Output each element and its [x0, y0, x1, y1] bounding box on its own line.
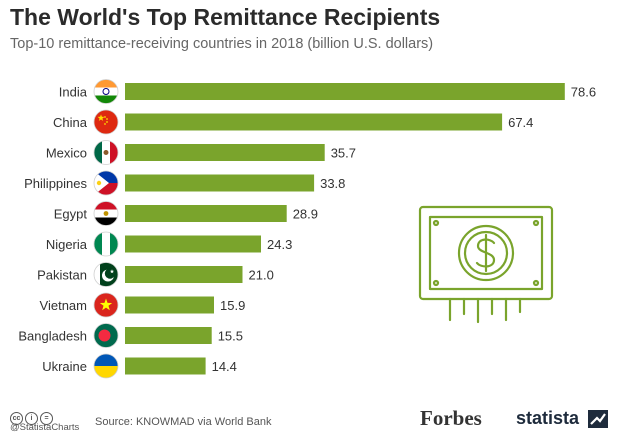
bar-pakistan [125, 266, 243, 283]
bar-egypt [125, 205, 287, 222]
value-label-china: 67.4 [508, 115, 533, 130]
value-label-pakistan: 21.0 [249, 268, 274, 283]
license-badges: cc i = [10, 403, 55, 433]
vietnam-flag [93, 292, 119, 318]
mexico-flag [93, 140, 119, 165]
value-label-bangladesh: 15.5 [218, 329, 243, 344]
cc-icon: cc [10, 411, 23, 425]
category-label-pakistan: Pakistan [37, 268, 87, 283]
value-label-ukraine: 14.4 [212, 359, 237, 374]
dollar-bill-icon [418, 205, 554, 324]
category-label-mexico: Mexico [46, 146, 87, 161]
category-label-india: India [59, 85, 88, 100]
category-label-vietnam: Vietnam [40, 298, 87, 313]
bar-chart: India 78.6 China 67.4 Mexico 35.7 Philippines 3… [18, 79, 596, 379]
value-label-nigeria: 24.3 [267, 237, 292, 252]
bar-mexico [125, 144, 325, 161]
nd-icon: = [40, 411, 53, 425]
bar-bangladesh [125, 327, 212, 344]
category-label-philippines: Philippines [24, 176, 87, 191]
china-flag [93, 109, 119, 135]
value-label-vietnam: 15.9 [220, 298, 245, 313]
bar-china [125, 113, 503, 131]
bar-vietnam [125, 296, 214, 314]
bar-india [125, 83, 565, 100]
philippines-flag [93, 170, 119, 196]
bar-ukraine [125, 357, 206, 375]
egypt-flag [93, 201, 119, 226]
bar-nigeria [125, 235, 261, 253]
bar-philippines [125, 174, 315, 192]
statista-handle: @StatistaCharts [10, 422, 80, 433]
chart-subtitle: Top-10 remittance-receiving countries in… [10, 36, 434, 52]
pakistan-flag [93, 262, 119, 287]
forbes-logo: Forbes [420, 406, 482, 430]
by-icon: i [25, 411, 38, 425]
statista-logo: statista [516, 408, 580, 428]
value-label-india: 78.6 [571, 85, 596, 100]
source-note: Source: KNOWMAD via World Bank [95, 416, 272, 428]
value-label-egypt: 28.9 [293, 207, 318, 222]
category-label-bangladesh: Bangladesh [18, 329, 87, 344]
bangladesh-flag [93, 323, 119, 348]
statista-logo-icon [588, 410, 608, 428]
category-label-nigeria: Nigeria [46, 237, 88, 252]
category-label-ukraine: Ukraine [42, 359, 87, 374]
nigeria-flag [93, 231, 119, 257]
ukraine-flag [93, 353, 119, 379]
value-label-philippines: 33.8 [320, 176, 345, 191]
category-label-china: China [53, 115, 88, 130]
category-label-egypt: Egypt [54, 207, 88, 222]
value-label-mexico: 35.7 [331, 146, 356, 161]
chart-title: The World's Top Remittance Recipients [10, 4, 441, 30]
india-flag [93, 79, 119, 104]
